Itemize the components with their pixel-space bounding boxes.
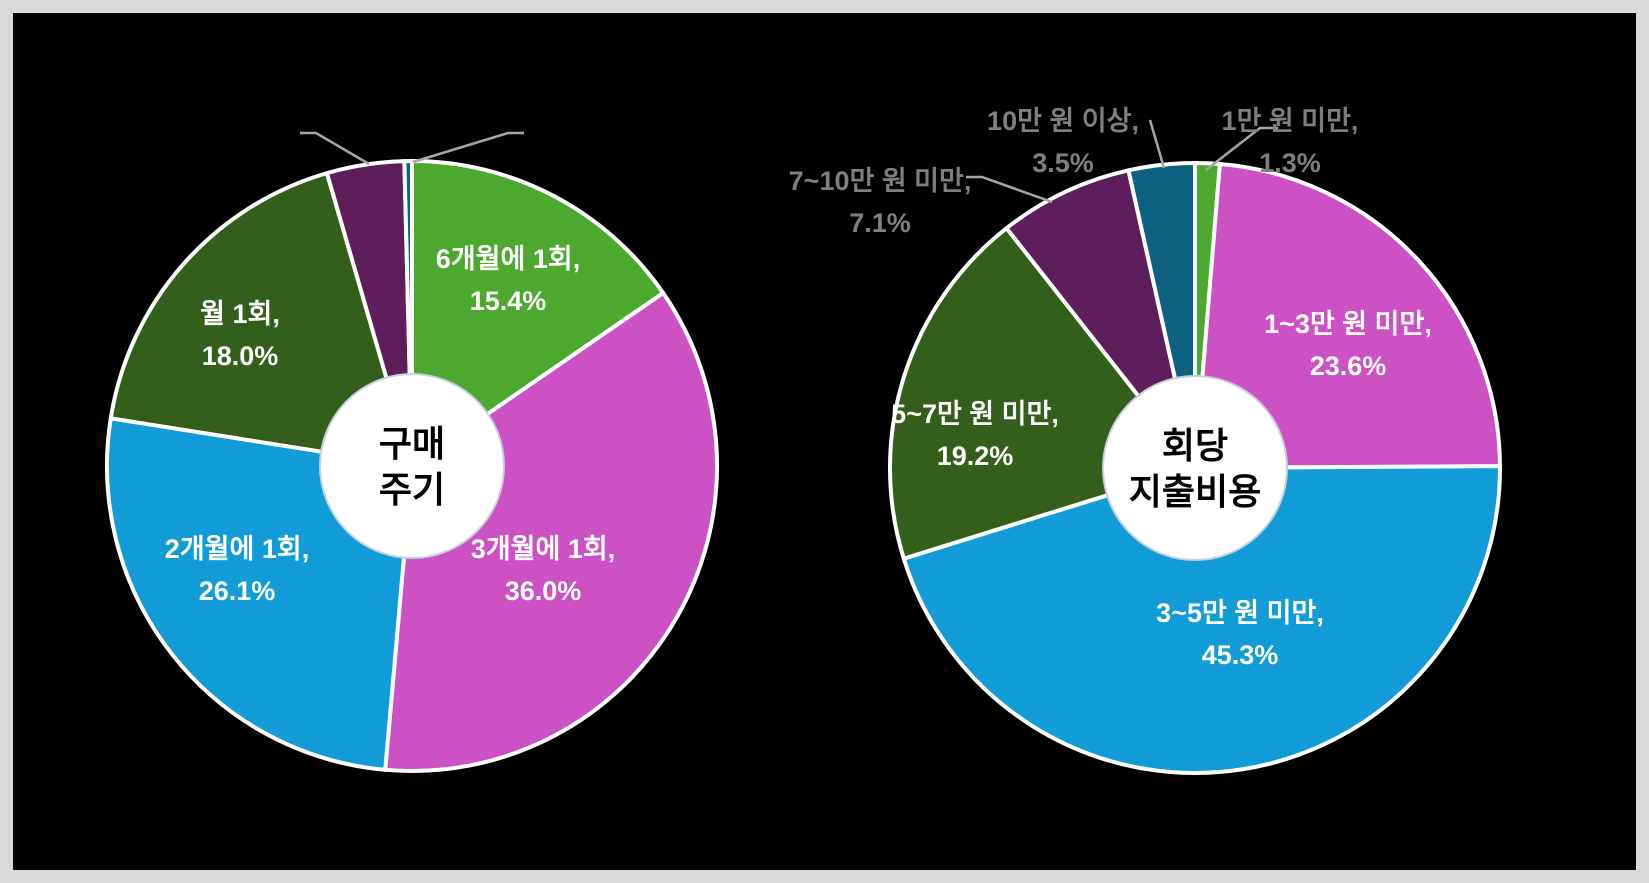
pie-0-hole (319, 373, 505, 559)
pie-0-center-label: 구매 주기 (379, 423, 445, 510)
pie-1-label-0: 1만 원 미만, 1.3% (1222, 106, 1359, 178)
pie-1-label-2: 3~5만 원 미만, 45.3% (1156, 598, 1324, 670)
pie-0-label-3: 월 1회, 18.0% (200, 299, 280, 371)
pie-0-slice-1 (383, 290, 719, 773)
pie-1-center-label: 회당 지출비용 (1129, 425, 1261, 512)
pie-1-hole (1102, 375, 1288, 561)
pie-1-slice-1 (1193, 162, 1502, 470)
pie-0-label-0: 6개월에 1회, 15.4% (436, 244, 580, 316)
pie-0-slice-0 (410, 159, 666, 468)
pie-0-label-1: 3개월에 1회, 36.0% (471, 534, 615, 606)
pie-1-label-3: 5~7만 원 미만, 19.2% (891, 399, 1059, 471)
pie-1-leader-line-0 (1205, 126, 1278, 171)
pie-0-leader-line-5 (412, 131, 524, 164)
pie-0-leader-line-4 (300, 131, 370, 166)
pie-1-leader-line-5 (1148, 119, 1166, 169)
pie-1-label-5: 10만 원 이상, 3.5% (987, 106, 1139, 178)
pie-1-label-4: 7~10만 원 미만, 7.1% (789, 166, 972, 238)
pie-0-slice-3 (108, 171, 414, 468)
pie-1-leader-line-4 (966, 175, 1053, 204)
pie-1-label-1: 1~3만 원 미만, 23.6% (1264, 309, 1432, 381)
pie-0-label-2: 2개월에 1회, 26.1% (165, 534, 309, 606)
pie-1-slice-2 (901, 464, 1502, 775)
